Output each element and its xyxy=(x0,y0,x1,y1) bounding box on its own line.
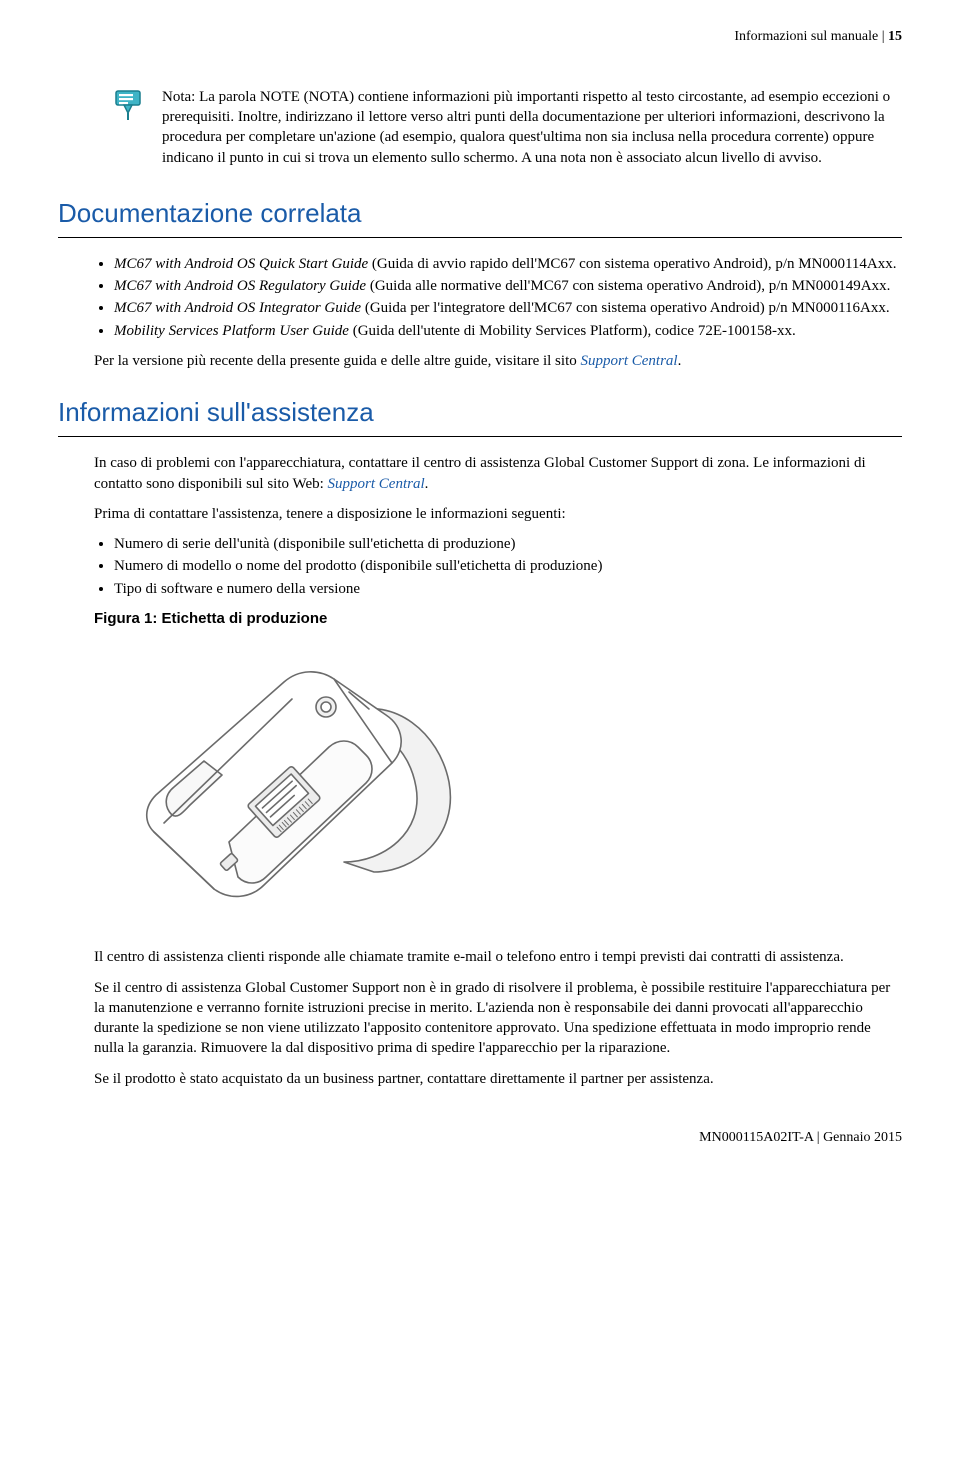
doc-list: MC67 with Android OS Quick Start Guide (… xyxy=(114,254,902,341)
assist-body: In caso di problemi con l'apparecchiatur… xyxy=(94,453,902,1089)
doc-item-rest: (Guida dell'utente di Mobility Services … xyxy=(349,323,796,339)
list-item: MC67 with Android OS Quick Start Guide (… xyxy=(114,254,902,274)
assist-p2: Prima di contattare l'assistenza, tenere… xyxy=(94,504,902,524)
list-item: MC67 with Android OS Integrator Guide (G… xyxy=(114,298,902,318)
page-header: Informazioni sul manuale | 15 xyxy=(58,28,902,47)
figure-caption: Figura 1: Etichetta di produzione xyxy=(94,609,902,629)
note-text: Nota: La parola NOTE (NOTA) contiene inf… xyxy=(162,87,902,168)
footer-date: Gennaio 2015 xyxy=(823,1130,902,1145)
section-rule xyxy=(58,436,902,437)
support-central-link[interactable]: Support Central xyxy=(328,476,425,492)
assist-p1-pre: In caso di problemi con l'apparecchiatur… xyxy=(94,455,866,491)
doc-item-title: MC67 with Android OS Integrator Guide xyxy=(114,300,361,316)
doc-item-rest: (Guida alle normative dell'MC67 con sist… xyxy=(366,278,890,294)
heading-documentazione: Documentazione correlata xyxy=(58,196,902,231)
doc-closing: Per la versione più recente della presen… xyxy=(94,351,902,371)
assist-list: Numero di serie dell'unità (disponibile … xyxy=(114,534,902,599)
list-item: MC67 with Android OS Regulatory Guide (G… xyxy=(114,276,902,296)
doc-item-rest: (Guida per l'integratore dell'MC67 con s… xyxy=(361,300,890,316)
heading-assistenza: Informazioni sull'assistenza xyxy=(58,395,902,430)
header-breadcrumb: Informazioni sul manuale xyxy=(734,29,878,44)
doc-closing-post: . xyxy=(678,353,682,369)
section-rule xyxy=(58,237,902,238)
list-item: Mobility Services Platform User Guide (G… xyxy=(114,321,902,341)
assist-p1-post: . xyxy=(425,476,429,492)
doc-item-rest: (Guida di avvio rapido dell'MC67 con sis… xyxy=(368,256,896,272)
note-icon xyxy=(114,89,144,168)
assist-p5: Se il prodotto è stato acquistato da un … xyxy=(94,1069,902,1089)
note-paragraph: Nota: La parola NOTE (NOTA) contiene inf… xyxy=(162,87,902,168)
assist-p3: Il centro di assistenza clienti risponde… xyxy=(94,947,902,967)
support-central-link[interactable]: Support Central xyxy=(580,353,677,369)
list-item: Numero di modello o nome del prodotto (d… xyxy=(114,556,902,576)
assist-p1: In caso di problemi con l'apparecchiatur… xyxy=(94,453,902,494)
device-figure xyxy=(94,637,902,923)
list-item: Tipo di software e numero della versione xyxy=(114,579,902,599)
doc-body: MC67 with Android OS Quick Start Guide (… xyxy=(94,254,902,371)
doc-item-title: MC67 with Android OS Quick Start Guide xyxy=(114,256,368,272)
page-footer: MN000115A02IT-A | Gennaio 2015 xyxy=(58,1129,902,1148)
footer-doc-id: MN000115A02IT-A xyxy=(699,1130,813,1145)
doc-item-title: Mobility Services Platform User Guide xyxy=(114,323,349,339)
note-callout: Nota: La parola NOTE (NOTA) contiene inf… xyxy=(114,87,902,168)
assist-p4: Se il centro di assistenza Global Custom… xyxy=(94,978,902,1059)
header-page-number: 15 xyxy=(888,29,902,44)
doc-item-title: MC67 with Android OS Regulatory Guide xyxy=(114,278,366,294)
doc-closing-pre: Per la versione più recente della presen… xyxy=(94,353,580,369)
list-item: Numero di serie dell'unità (disponibile … xyxy=(114,534,902,554)
